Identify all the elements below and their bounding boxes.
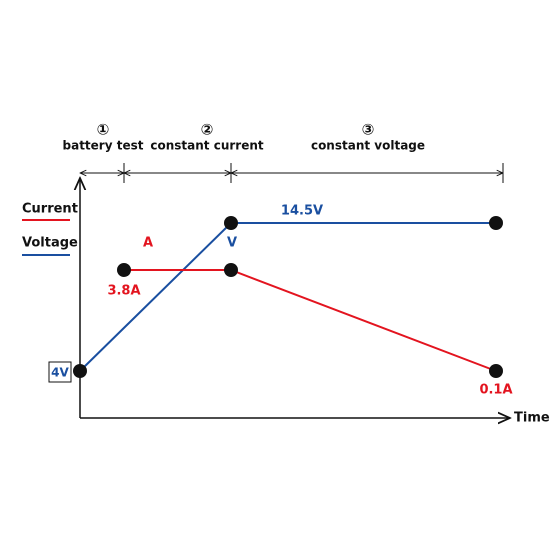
stage-number: ③: [362, 121, 375, 139]
current-marker: A: [143, 236, 153, 251]
end-current: 0.1A: [479, 383, 512, 398]
stage-number: ①: [97, 121, 110, 139]
points: [73, 216, 503, 378]
voltage-marker: V: [227, 236, 237, 251]
x-axis-label: Time: [514, 411, 550, 426]
start-current: 3.8A: [107, 284, 140, 299]
stage-ruler: [80, 163, 503, 183]
legend-voltage: Voltage: [22, 236, 78, 251]
current-line: [124, 269, 497, 372]
stage-number: ②: [201, 121, 214, 139]
start-voltage: 4V: [51, 366, 69, 380]
stage-label: constant voltage: [311, 139, 425, 153]
stage-label: battery test: [63, 139, 144, 153]
start-voltage-box: [48, 361, 72, 383]
legend-current: Current: [22, 202, 78, 217]
max-voltage: 14.5V: [281, 204, 323, 219]
stage-label: constant current: [150, 139, 264, 153]
